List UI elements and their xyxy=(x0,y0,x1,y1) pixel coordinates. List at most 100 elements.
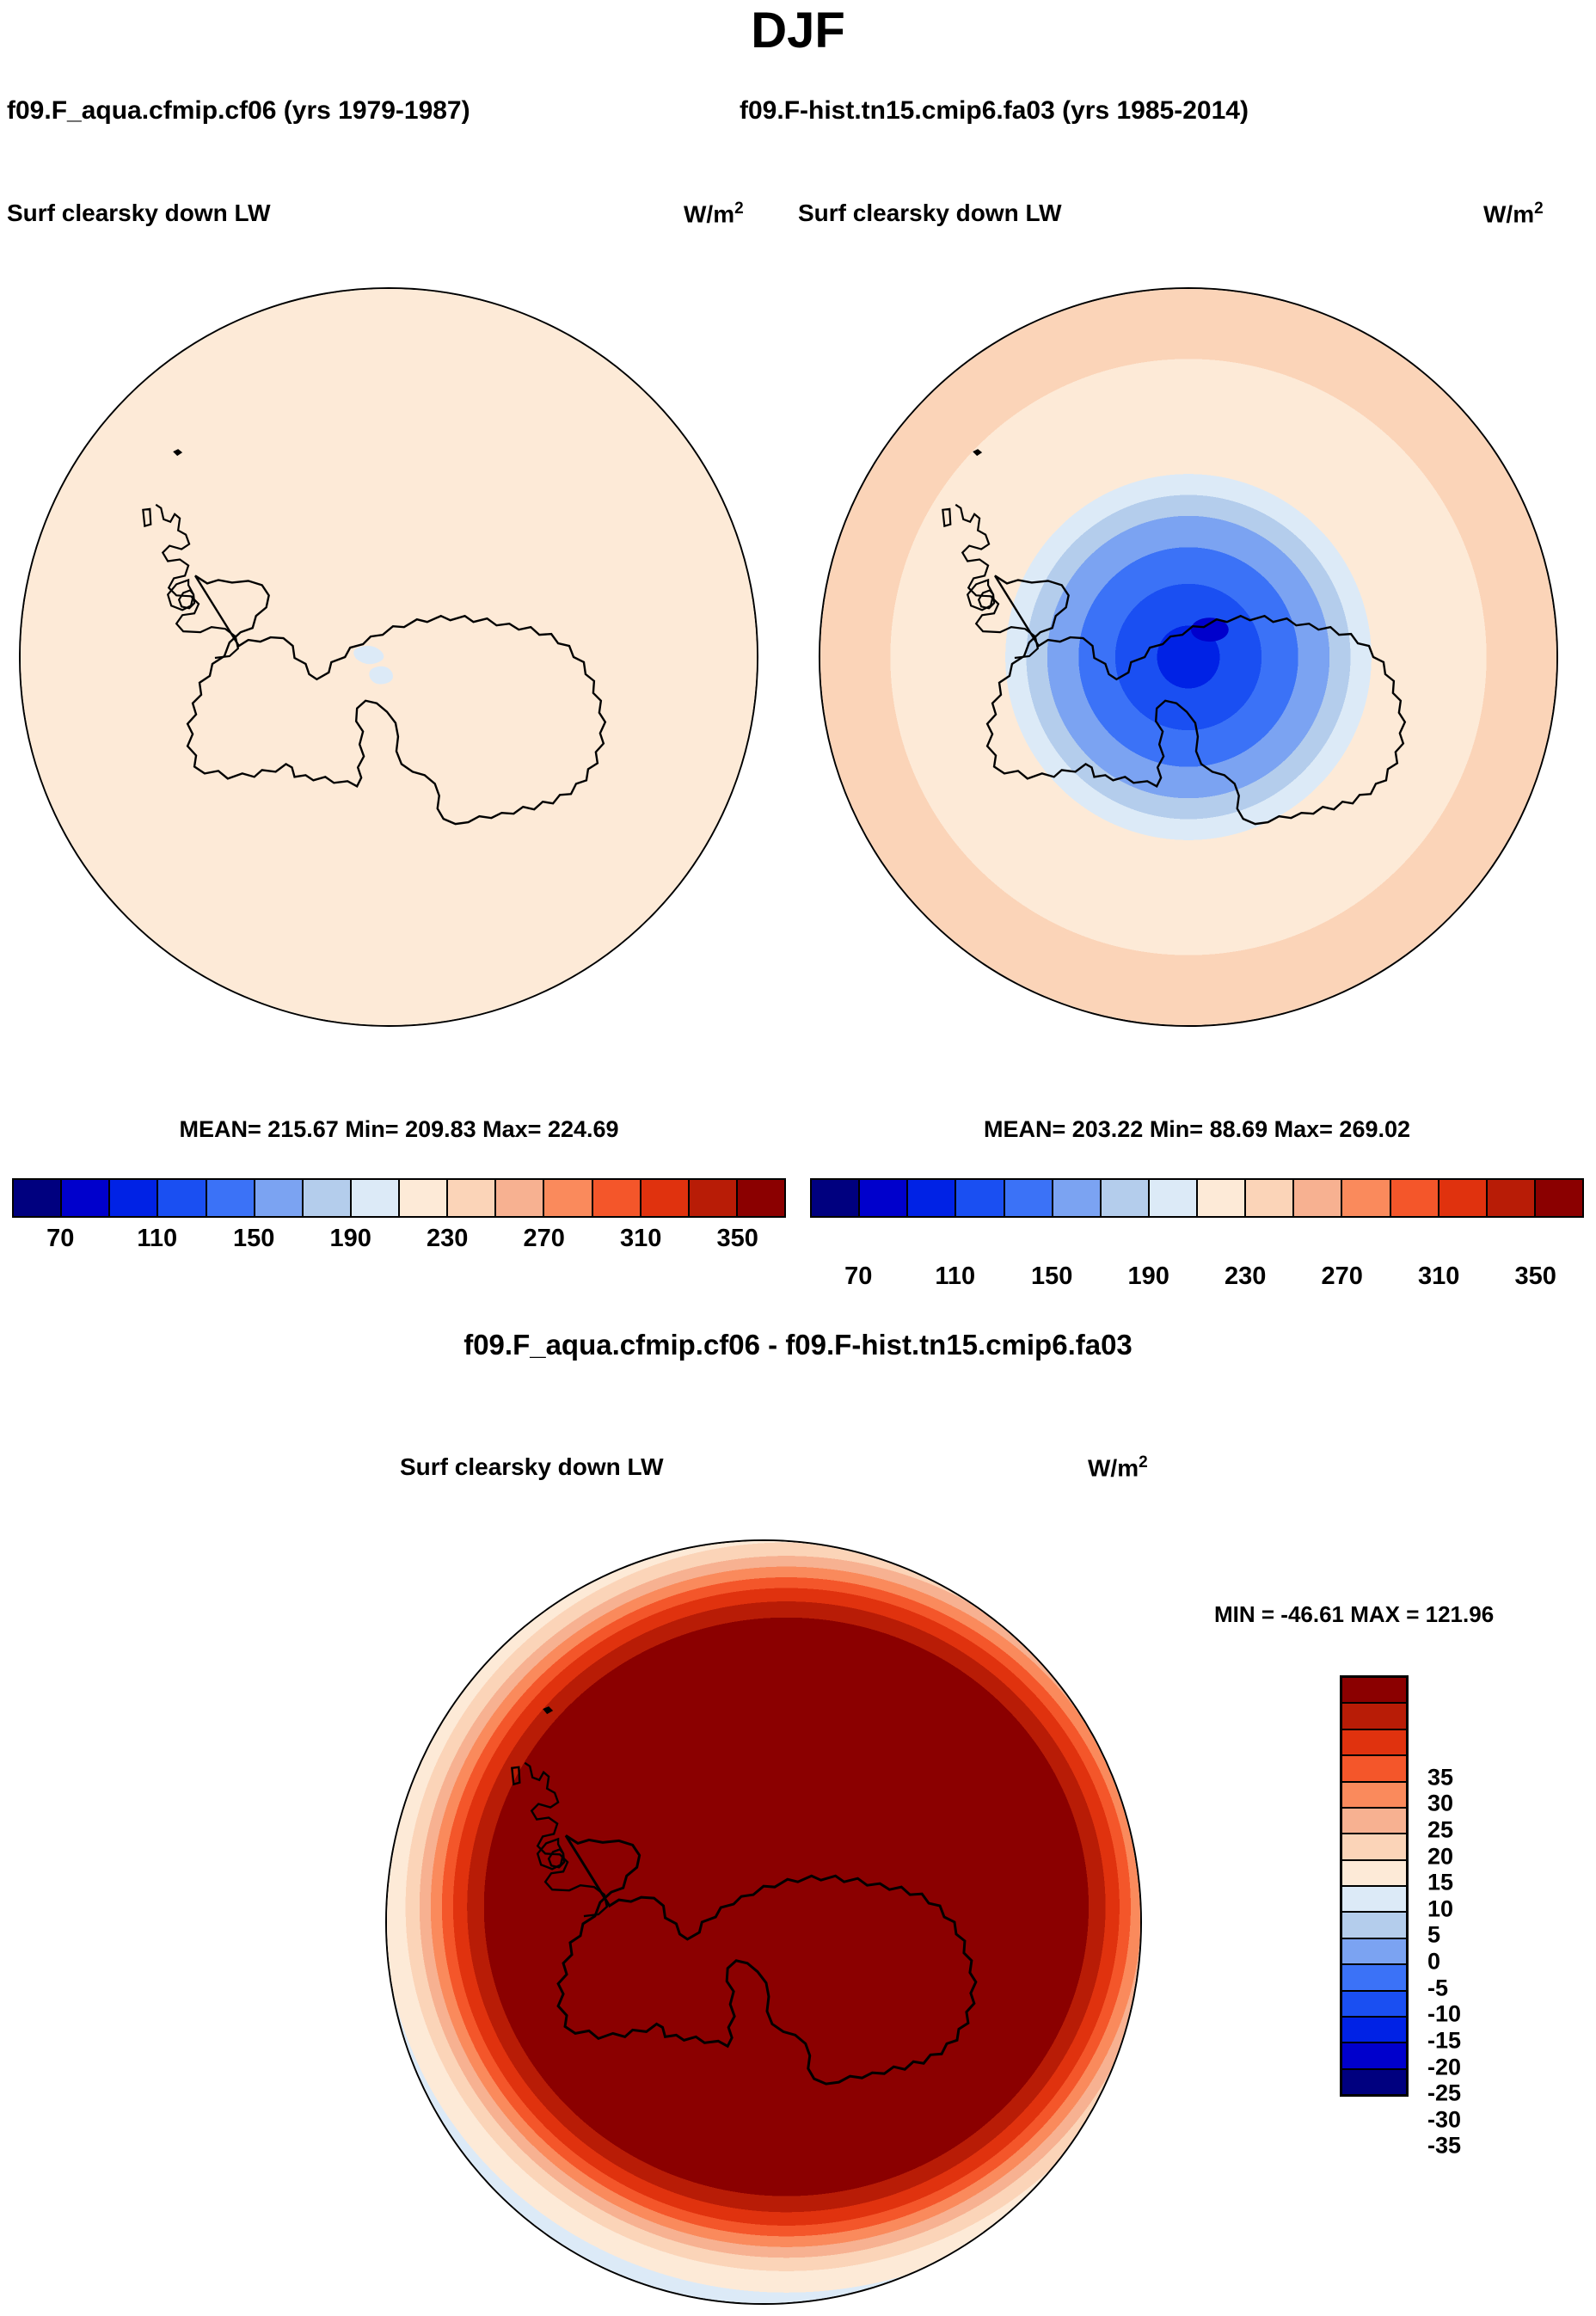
colorbar-tick-label: -30 xyxy=(1427,2106,1462,2133)
colorbar-cell xyxy=(1342,1887,1406,1914)
colorbar-cell xyxy=(448,1180,497,1216)
right-units-exponent: 2 xyxy=(1534,200,1544,218)
colorbar-cell xyxy=(860,1180,909,1216)
colorbar-cell xyxy=(1342,1678,1406,1705)
right-colorbar xyxy=(810,1178,1584,1218)
colorbar-cell xyxy=(1342,1913,1406,1939)
difference-minmax-label: MIN = -46.61 MAX = 121.96 xyxy=(1214,1601,1495,1627)
colorbar-tick-label: 190 xyxy=(329,1225,371,1252)
colorbar-cell xyxy=(1149,1180,1198,1216)
colorbar-tick-label: 270 xyxy=(1321,1262,1363,1290)
colorbar-tick-label: 110 xyxy=(137,1225,178,1252)
page-title: DJF xyxy=(751,3,845,58)
colorbar-tick-label: -15 xyxy=(1427,2027,1462,2054)
colorbar-tick-label: 230 xyxy=(1225,1262,1267,1290)
colorbar-cell xyxy=(62,1180,111,1216)
colorbar-cell xyxy=(1342,2069,1406,2094)
colorbar-tick-label: 15 xyxy=(1427,1869,1454,1895)
colorbar-cell xyxy=(1342,1938,1406,1966)
colorbar-cell xyxy=(1535,1180,1582,1216)
colorbar-cell xyxy=(1198,1180,1247,1216)
colorbar-cell xyxy=(1342,1965,1406,1992)
colorbar-cell xyxy=(641,1180,690,1216)
colorbar-cell xyxy=(1342,1180,1391,1216)
right-colorbar-ticks: 70 110 150 190 230 270 310 350 xyxy=(810,1262,1584,1300)
colorbar-cell xyxy=(496,1180,545,1216)
colorbar-cell xyxy=(1246,1180,1295,1216)
right-map-fill xyxy=(820,289,1556,1025)
left-units-text: W/m xyxy=(684,200,735,228)
colorbar-cell xyxy=(1342,2017,1406,2044)
colorbar-cell xyxy=(1390,1180,1439,1216)
right-panel-stats: MEAN= 203.22 Min= 88.69 Max= 269.02 xyxy=(983,1116,1411,1142)
colorbar-cell xyxy=(1487,1180,1536,1216)
colorbar-cell xyxy=(351,1180,400,1216)
left-units-exponent: 2 xyxy=(734,200,744,218)
colorbar-cell xyxy=(544,1180,593,1216)
colorbar-cell xyxy=(158,1180,207,1216)
right-panel-variable-label: Surf clearsky down LW xyxy=(798,200,1062,226)
colorbar-cell xyxy=(1342,1729,1406,1757)
colorbar-cell xyxy=(1053,1180,1102,1216)
colorbar-tick-label: 10 xyxy=(1427,1895,1454,1922)
colorbar-cell xyxy=(14,1180,63,1216)
colorbar-tick-label: 20 xyxy=(1427,1843,1454,1869)
colorbar-tick-label: 350 xyxy=(716,1225,758,1252)
difference-title: f09.F_aqua.cfmip.cf06 - f09.F-hist.tn15.… xyxy=(463,1329,1133,1361)
colorbar-tick-label: 270 xyxy=(523,1225,565,1252)
colorbar-cell xyxy=(1342,1704,1406,1730)
right-map-globe xyxy=(819,287,1558,1027)
colorbar-cell xyxy=(1101,1180,1150,1216)
colorbar-tick-label: 150 xyxy=(233,1225,275,1252)
colorbar-cell xyxy=(592,1180,641,1216)
colorbar-cell xyxy=(303,1180,352,1216)
left-panel-variable-label: Surf clearsky down LW xyxy=(7,200,271,226)
colorbar-tick-label: 150 xyxy=(1031,1262,1073,1290)
colorbar-tick-label: 110 xyxy=(935,1262,976,1290)
colorbar-cell xyxy=(689,1180,738,1216)
difference-colorbar xyxy=(1340,1675,1409,2097)
subtitle-right: f09.F-hist.tn15.cmip6.fa03 (yrs 1985-201… xyxy=(740,96,1249,125)
right-panel-units-label: W/m2 xyxy=(1483,200,1544,228)
colorbar-tick-label: 25 xyxy=(1427,1816,1454,1843)
colorbar-cell xyxy=(1342,1834,1406,1861)
colorbar-cell xyxy=(1342,1782,1406,1809)
colorbar-tick-label: 70 xyxy=(46,1225,75,1252)
left-panel-units-label: W/m2 xyxy=(684,200,744,228)
colorbar-tick-label: -5 xyxy=(1427,1975,1449,2001)
left-colorbar-ticks: 70 110 150 190 230 270 310 350 xyxy=(12,1225,786,1262)
difference-map-outer-shading xyxy=(387,1541,1140,2303)
colorbar-cell xyxy=(1294,1180,1343,1216)
colorbar-tick-label: -20 xyxy=(1427,2054,1462,2079)
colorbar-tick-label: -10 xyxy=(1427,2000,1462,2027)
difference-colorbar-ticks: 35 30 25 20 15 10 5 0 -5 -10 -15 -20 -25 -30 -35 xyxy=(1427,1751,1548,2172)
colorbar-cell xyxy=(400,1180,449,1216)
colorbar-tick-label: 30 xyxy=(1427,1790,1454,1816)
colorbar-tick-label: 70 xyxy=(844,1262,873,1290)
colorbar-cell xyxy=(1342,1756,1406,1783)
colorbar-cell xyxy=(908,1180,957,1216)
diff-units-exponent: 2 xyxy=(1139,1453,1148,1471)
colorbar-cell xyxy=(812,1180,861,1216)
colorbar-cell xyxy=(1439,1180,1488,1216)
colorbar-cell xyxy=(1342,1991,1406,2018)
colorbar-tick-label: -25 xyxy=(1427,2079,1462,2106)
diff-panel-units-label: W/m2 xyxy=(1088,1453,1148,1482)
colorbar-tick-label: 230 xyxy=(427,1225,469,1252)
diff-units-text: W/m xyxy=(1088,1454,1139,1482)
right-units-text: W/m xyxy=(1483,200,1535,228)
difference-map-globe xyxy=(385,1539,1142,2305)
left-colorbar xyxy=(12,1178,786,1218)
left-map-fill xyxy=(21,289,757,1025)
colorbar-cell xyxy=(956,1180,1005,1216)
colorbar-cell xyxy=(255,1180,304,1216)
colorbar-tick-label: 310 xyxy=(620,1225,662,1252)
colorbar-tick-label: 190 xyxy=(1127,1262,1169,1290)
colorbar-cell xyxy=(1004,1180,1053,1216)
colorbar-tick-label: 5 xyxy=(1427,1921,1441,1948)
colorbar-cell xyxy=(737,1180,784,1216)
diff-panel-variable-label: Surf clearsky down LW xyxy=(400,1453,664,1480)
colorbar-cell xyxy=(1342,1860,1406,1887)
left-panel-stats: MEAN= 215.67 Min= 209.83 Max= 224.69 xyxy=(179,1116,619,1142)
subtitle-left: f09.F_aqua.cfmip.cf06 (yrs 1979-1987) xyxy=(7,96,470,125)
